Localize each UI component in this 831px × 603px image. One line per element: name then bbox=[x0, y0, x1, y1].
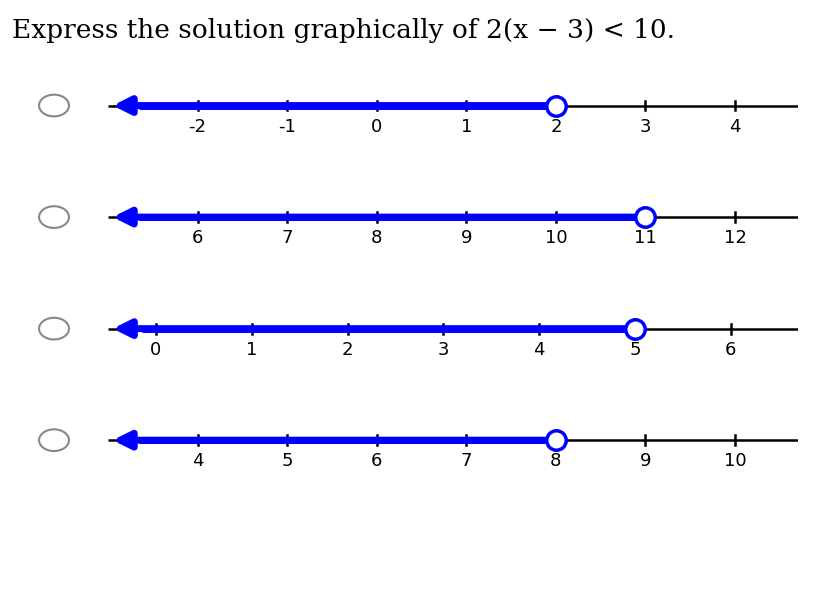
Text: 1: 1 bbox=[460, 118, 472, 136]
Text: 3: 3 bbox=[640, 118, 652, 136]
Text: 0: 0 bbox=[371, 118, 382, 136]
Text: 7: 7 bbox=[460, 452, 472, 470]
Text: 8: 8 bbox=[371, 229, 382, 247]
Text: 2: 2 bbox=[342, 341, 353, 359]
Text: 5: 5 bbox=[629, 341, 641, 359]
Text: Express the solution graphically of 2(x − 3) < 10.: Express the solution graphically of 2(x … bbox=[12, 18, 676, 43]
Text: 10: 10 bbox=[544, 229, 568, 247]
Text: 6: 6 bbox=[725, 341, 736, 359]
Text: 5: 5 bbox=[282, 452, 293, 470]
Text: 7: 7 bbox=[282, 229, 293, 247]
Text: 9: 9 bbox=[460, 229, 472, 247]
Text: 9: 9 bbox=[640, 452, 652, 470]
Text: 6: 6 bbox=[371, 452, 382, 470]
Text: 10: 10 bbox=[724, 452, 746, 470]
Text: 4: 4 bbox=[534, 341, 545, 359]
Text: 4: 4 bbox=[192, 452, 204, 470]
Text: 11: 11 bbox=[634, 229, 656, 247]
Text: 6: 6 bbox=[192, 229, 204, 247]
Text: -2: -2 bbox=[189, 118, 207, 136]
Text: 3: 3 bbox=[438, 341, 449, 359]
Text: -1: -1 bbox=[278, 118, 296, 136]
Text: 4: 4 bbox=[730, 118, 740, 136]
Text: 8: 8 bbox=[550, 452, 562, 470]
Text: 0: 0 bbox=[150, 341, 161, 359]
Text: 1: 1 bbox=[246, 341, 258, 359]
Text: 2: 2 bbox=[550, 118, 562, 136]
Text: 12: 12 bbox=[724, 229, 746, 247]
